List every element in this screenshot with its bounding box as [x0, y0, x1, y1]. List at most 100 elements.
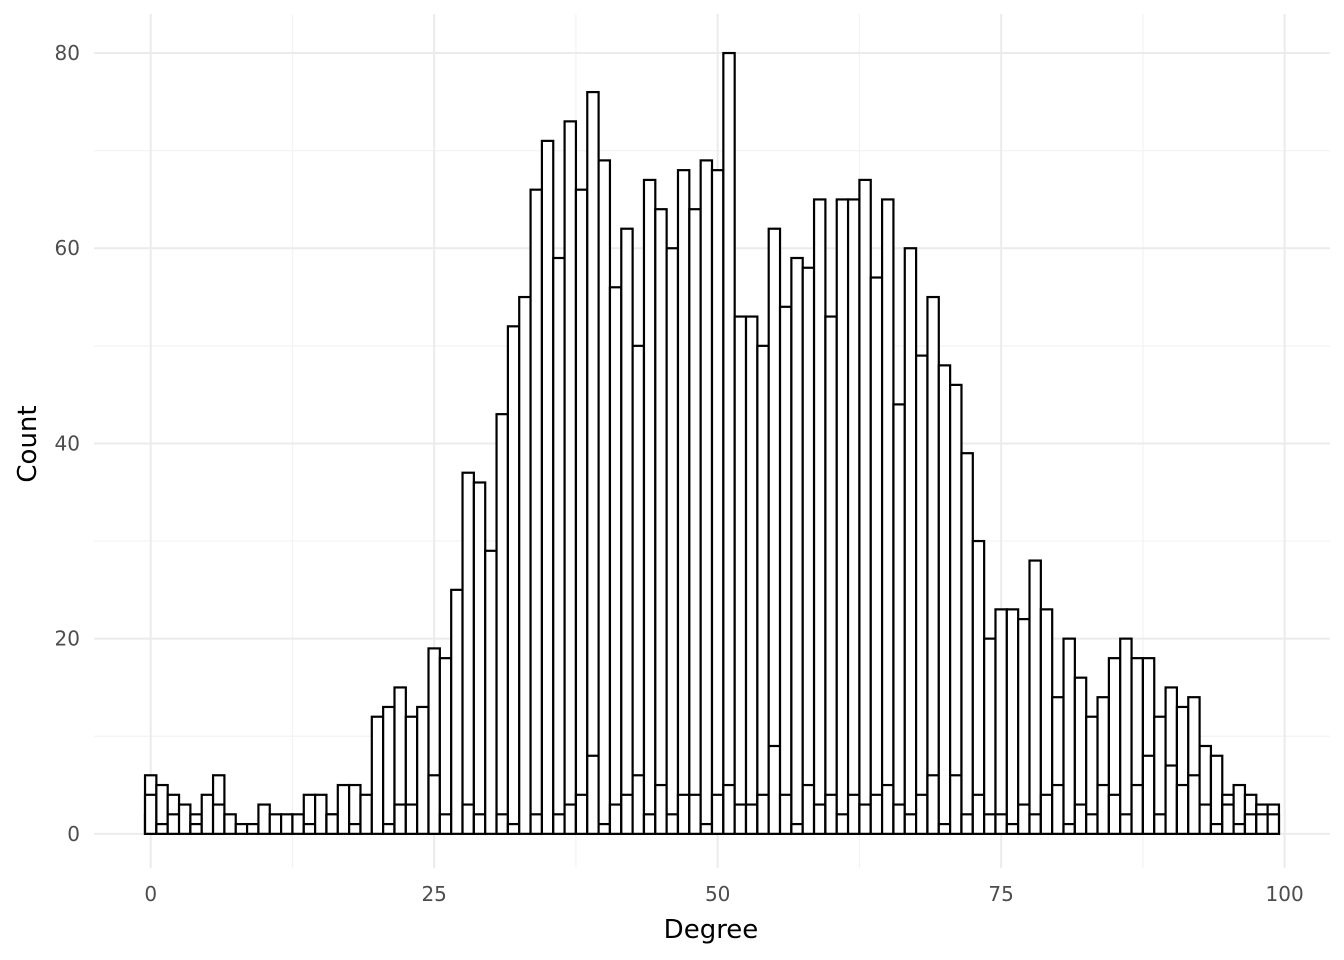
histogram-bar — [801, 266, 816, 835]
histogram-bar — [756, 344, 770, 835]
histogram-bar-segment — [1187, 774, 1201, 835]
histogram-bar-segment — [778, 793, 793, 835]
histogram-bar-segment — [529, 813, 544, 835]
histogram-bar — [846, 198, 861, 835]
histogram-bar — [280, 813, 294, 835]
histogram-bar-segment — [869, 793, 884, 835]
histogram-bar-segment — [495, 813, 509, 835]
histogram-bar-segment — [1153, 813, 1167, 835]
histogram-bar — [438, 657, 453, 835]
histogram-bar — [1062, 637, 1076, 835]
histogram-bar — [733, 315, 748, 835]
histogram-bar — [620, 227, 634, 835]
histogram-bar — [291, 813, 305, 835]
histogram-bar-segment — [824, 793, 838, 835]
histogram-bar — [949, 383, 963, 835]
histogram-bar-segment — [574, 793, 589, 835]
histogram-bar — [676, 169, 691, 835]
histogram-bar — [245, 822, 260, 835]
histogram-bar-segment — [756, 793, 770, 835]
histogram-bar — [552, 256, 566, 835]
histogram-bar-segment — [937, 822, 952, 835]
histogram-bar-segment — [438, 813, 453, 835]
histogram-bar-segment — [699, 822, 714, 835]
histogram-bar-segment — [586, 754, 600, 835]
histogram-bar — [382, 705, 396, 835]
histogram-bar-segment — [1209, 822, 1224, 835]
histogram-bar — [654, 208, 668, 835]
histogram-bar — [461, 471, 475, 835]
histogram-bar-segment — [1221, 803, 1235, 835]
histogram-bar — [484, 549, 498, 835]
histogram-bar — [234, 822, 249, 835]
histogram-bar — [540, 139, 555, 835]
histogram-bar-segment — [211, 803, 226, 835]
histogram-bar-segment — [642, 813, 657, 835]
histogram-bar — [574, 188, 589, 835]
histogram-bar-segment — [1073, 803, 1088, 835]
histogram-bar-segment — [1243, 813, 1258, 835]
y-axis-title: Count — [13, 405, 43, 482]
histogram-bar — [1017, 618, 1031, 835]
histogram-bar-segment — [1255, 813, 1269, 835]
histogram-bar-segment — [506, 822, 521, 835]
histogram-bar-segment — [654, 783, 668, 835]
histogram-bar-segment — [846, 793, 861, 835]
y-tick-label: 80 — [55, 41, 80, 65]
histogram-bar-segment — [1039, 793, 1054, 835]
y-tick-label: 0 — [67, 822, 80, 846]
histogram-bar-segment — [427, 774, 441, 835]
histogram-bar — [778, 305, 793, 835]
histogram-bar — [665, 247, 680, 835]
histogram-bar — [983, 637, 997, 835]
histogram-bar — [529, 188, 544, 835]
histogram-bar-segment — [325, 813, 339, 835]
histogram-bar-segment — [1017, 803, 1031, 835]
histogram-bar-segment — [733, 803, 748, 835]
histogram-bar-segment — [688, 793, 702, 835]
histogram-bar — [688, 208, 702, 835]
histogram-bar — [268, 813, 283, 835]
histogram-bar-segment — [461, 803, 475, 835]
histogram-bar — [960, 452, 974, 835]
histogram-bar — [631, 344, 646, 835]
histogram-bar-segment — [744, 803, 759, 835]
y-tick-label: 20 — [55, 627, 80, 651]
histogram-bar — [563, 120, 578, 835]
histogram-bar-segment — [1005, 822, 1020, 835]
histogram-bar — [642, 178, 657, 835]
histogram-bar-segment — [393, 803, 407, 835]
histogram-bar-segment — [143, 793, 158, 835]
histogram-bar-segment — [382, 822, 396, 835]
histogram-bar-segment — [563, 803, 578, 835]
histogram-bar-segment — [608, 803, 623, 835]
histogram-bar — [495, 413, 509, 835]
histogram-bar — [450, 588, 464, 835]
histogram-bar — [699, 159, 714, 835]
histogram-bar-segment — [835, 813, 850, 835]
histogram-bar — [597, 159, 612, 835]
histogram-bar-segment — [801, 783, 816, 835]
histogram-bar — [314, 793, 328, 835]
tick-labels: 0 25 50 75 100 0 20 40 60 80 — [55, 41, 1304, 906]
x-tick-label: 100 — [1266, 882, 1304, 906]
histogram-bar — [1028, 559, 1042, 835]
histogram-bar-segment — [1141, 754, 1156, 835]
histogram-bar-segment — [880, 783, 895, 835]
histogram-bar-segment — [903, 813, 918, 835]
histogram-bar-segment — [1085, 813, 1099, 835]
histogram-bar-segment — [155, 822, 169, 835]
histogram-bar-segment — [166, 813, 181, 835]
histogram-bar — [869, 276, 884, 835]
histogram-bar — [812, 198, 827, 835]
histogram-bar — [892, 403, 906, 835]
histogram-bar — [722, 51, 736, 835]
histogram-bar — [1209, 754, 1224, 835]
histogram-bar-segment — [858, 803, 872, 835]
histogram-bar-segment — [790, 822, 804, 835]
histogram-bar — [710, 169, 725, 835]
histogram-bar — [915, 354, 929, 835]
histogram-bar-segment — [949, 774, 963, 835]
